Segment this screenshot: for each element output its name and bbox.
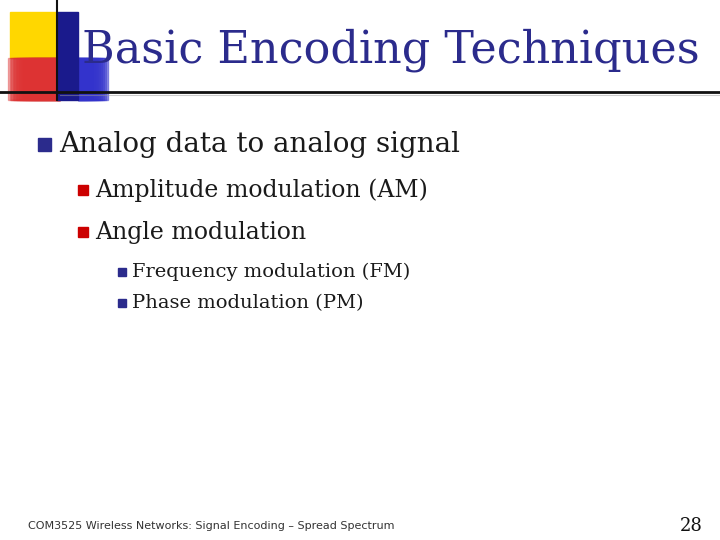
Bar [57,12,78,100]
Bar [22,58,60,100]
Bar [8,58,60,100]
Bar [30,58,60,100]
Bar [12,58,60,100]
Bar [78,58,106,100]
Bar [29,58,60,100]
Text: Amplitude modulation (AM): Amplitude modulation (AM) [95,178,428,202]
Text: Basic Encoding Techniques: Basic Encoding Techniques [82,28,700,72]
Bar [23,58,60,100]
Bar [78,58,82,100]
Bar [14,58,60,100]
Bar [19,58,60,100]
Bar [38,138,51,151]
Bar [78,58,104,100]
Bar [9,58,60,100]
Bar [78,185,88,195]
Bar [24,58,60,100]
Bar [78,227,88,237]
Bar [78,58,102,100]
Bar [78,58,96,100]
Text: Phase modulation (PM): Phase modulation (PM) [132,294,364,312]
Bar [35,58,60,100]
Bar [17,58,60,100]
Bar [78,58,88,100]
Bar [16,58,60,100]
Text: 28: 28 [680,517,703,535]
Bar [78,58,86,100]
Bar [118,299,126,307]
Bar [78,58,94,100]
Text: COM3525 Wireless Networks: Signal Encoding – Spread Spectrum: COM3525 Wireless Networks: Signal Encodi… [28,521,395,531]
Bar [78,58,80,100]
Text: Frequency modulation (FM): Frequency modulation (FM) [132,263,410,281]
Bar [78,58,98,100]
Bar [10,12,57,58]
Bar [78,58,100,100]
Text: Angle modulation: Angle modulation [95,220,306,244]
Bar [26,58,60,100]
Bar [32,58,60,100]
Bar [34,58,60,100]
Bar [11,58,60,100]
Bar [37,58,60,100]
Bar [20,58,60,100]
Bar [78,58,92,100]
Bar [27,58,60,100]
Bar [78,58,108,100]
Bar [118,268,126,276]
Text: Analog data to analog signal: Analog data to analog signal [59,132,460,159]
Bar [78,58,90,100]
Bar [78,58,84,100]
